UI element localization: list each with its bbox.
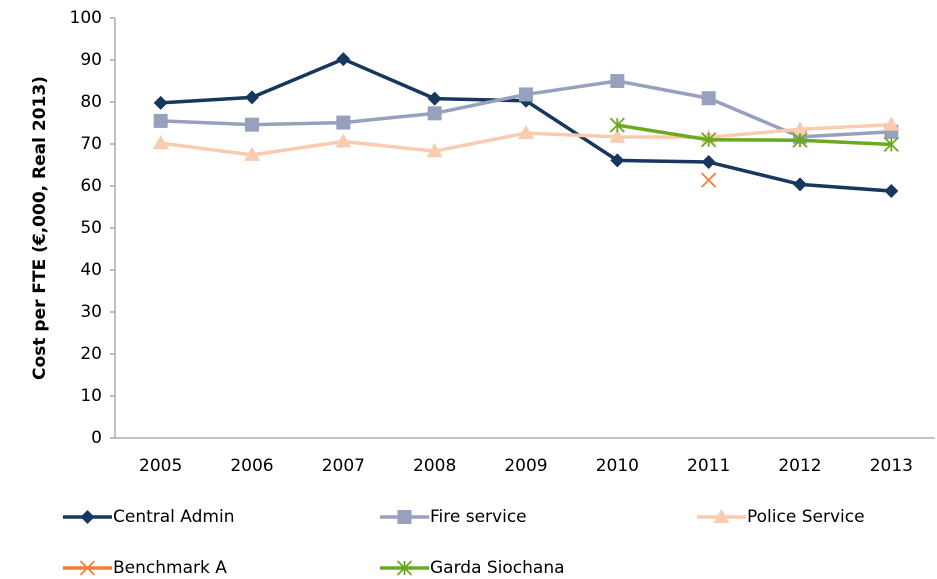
- data-point: [884, 184, 899, 199]
- data-point: [792, 121, 808, 136]
- data-point: [519, 87, 533, 102]
- data-point: [244, 146, 260, 161]
- y-tick-label: 20: [80, 344, 102, 364]
- y-tick-label: 90: [80, 50, 102, 70]
- data-point: [701, 132, 717, 148]
- x-tick-label: 2012: [778, 456, 821, 476]
- data-point: [245, 90, 259, 105]
- data-point: [701, 172, 717, 188]
- data-point: [336, 115, 351, 130]
- x-tick-label: 2010: [596, 456, 639, 476]
- legend-label: Fire service: [430, 507, 527, 527]
- data-point: [792, 132, 808, 148]
- data-point: [152, 135, 169, 150]
- data-point: [701, 91, 716, 106]
- data-point: [518, 125, 534, 140]
- data-point: [883, 116, 900, 131]
- data-point: [609, 128, 626, 143]
- legend-label: Garda Siochana: [430, 558, 565, 578]
- y-tick-label: 30: [80, 302, 102, 322]
- y-axis-title: Cost per FTE (€,000, Real 2013): [30, 76, 50, 380]
- x-tick-label: 2006: [230, 456, 273, 476]
- y-tick-label: 10: [80, 386, 102, 406]
- x-tick-label: 2009: [504, 456, 547, 476]
- data-point: [153, 95, 168, 110]
- x-tick-label: 2005: [139, 456, 182, 476]
- data-point: [609, 117, 625, 133]
- y-tick-label: 70: [80, 134, 102, 154]
- data-point: [610, 74, 625, 88]
- data-point: [701, 155, 716, 170]
- data-point: [610, 153, 625, 168]
- x-tick-label: 2013: [870, 456, 913, 476]
- legend-label: Benchmark A: [113, 558, 227, 578]
- data-point: [426, 143, 443, 158]
- legend-marker: [80, 510, 95, 524]
- legend-marker: [396, 560, 413, 576]
- legend-label: Police Service: [747, 507, 865, 527]
- series-line: [617, 123, 892, 147]
- data-point: [427, 106, 442, 121]
- y-tick-label: 60: [80, 176, 102, 196]
- x-tick-label: 2011: [687, 456, 730, 476]
- data-point: [336, 52, 351, 67]
- y-tick-label: 40: [80, 260, 102, 280]
- data-point: [883, 136, 899, 153]
- legend-marker: [713, 509, 730, 523]
- y-tick-label: 0: [91, 428, 102, 448]
- x-tick-label: 2008: [413, 456, 456, 476]
- data-point: [335, 133, 352, 148]
- data-point: [153, 113, 168, 128]
- legend-marker: [79, 560, 96, 576]
- y-tick-label: 80: [80, 92, 102, 112]
- x-tick-label: 2007: [322, 456, 365, 476]
- legend-marker: [397, 510, 412, 524]
- data-point: [245, 117, 259, 132]
- data-point: [427, 91, 442, 106]
- legend-label: Central Admin: [113, 507, 234, 527]
- data-point: [793, 177, 807, 192]
- y-tick-label: 100: [70, 8, 102, 28]
- y-tick-label: 50: [80, 218, 102, 238]
